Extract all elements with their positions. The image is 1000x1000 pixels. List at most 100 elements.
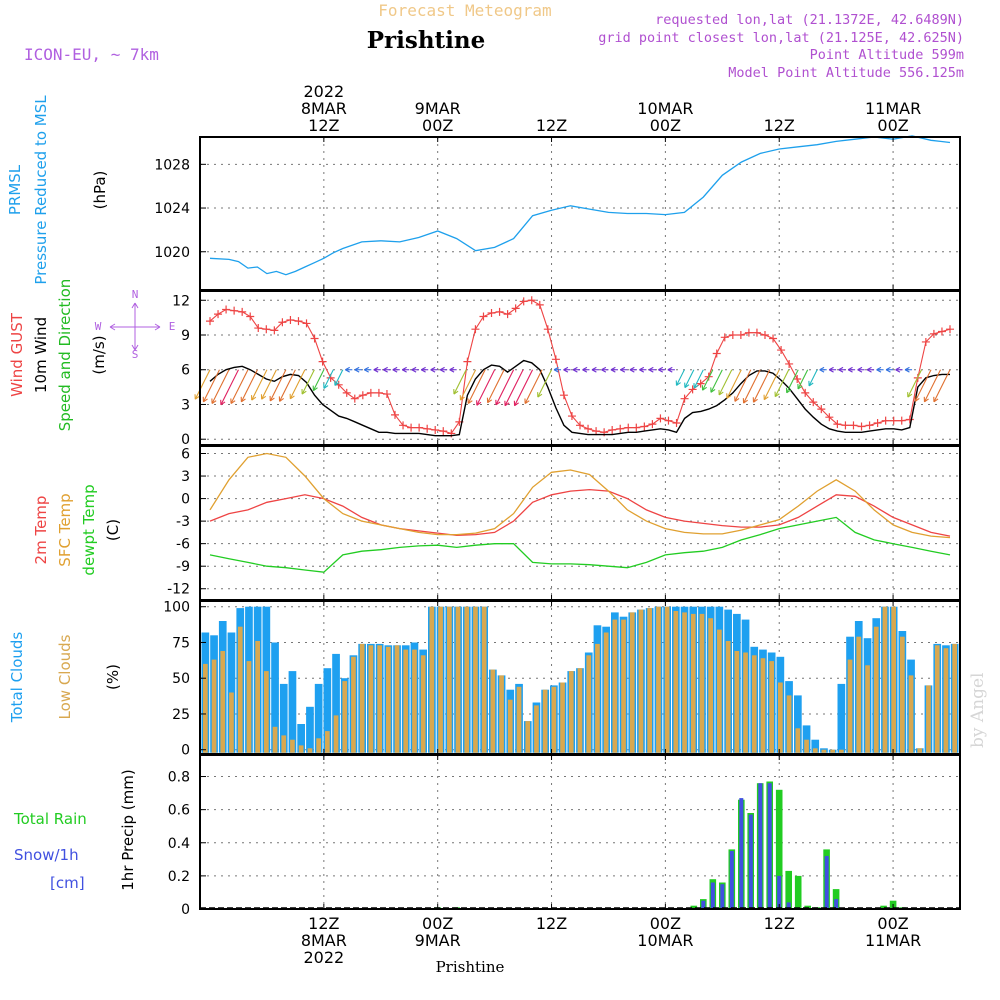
gust-marker-6 bbox=[254, 324, 263, 333]
compass-rose: N W E S bbox=[95, 288, 176, 361]
low-cloud-bar-19 bbox=[368, 645, 374, 753]
panel1-label-1: 10m Wind bbox=[32, 317, 50, 393]
low-cloud-bar-66 bbox=[778, 682, 783, 753]
wind-vector-53 bbox=[702, 369, 714, 391]
gust-marker-26 bbox=[415, 423, 424, 432]
snow-bar-4 bbox=[739, 798, 744, 909]
low-cloud-bar-57 bbox=[699, 613, 705, 753]
wind-vector-56 bbox=[726, 369, 742, 399]
gust-marker-69 bbox=[761, 331, 769, 339]
low-cloud-bar-58 bbox=[708, 618, 713, 753]
low-cloud-bar-24 bbox=[412, 649, 417, 753]
snow-bar-9 bbox=[786, 902, 791, 909]
wind-vector-head-67 bbox=[838, 366, 844, 373]
wind-vector-head-70 bbox=[866, 366, 872, 373]
snow-bar-5 bbox=[748, 814, 753, 909]
gust-marker-13 bbox=[310, 334, 319, 343]
low-cloud-bar-35 bbox=[507, 699, 513, 753]
wind-vector-36 bbox=[537, 369, 553, 398]
gust-marker-54 bbox=[640, 422, 649, 431]
snow-bar-6 bbox=[758, 783, 763, 909]
panel2-label-2: dewpt Temp bbox=[80, 484, 98, 575]
wind-vector-4 bbox=[230, 369, 249, 404]
gust-marker-72 bbox=[785, 359, 794, 368]
top-time-label-5-0: 11MAR bbox=[865, 99, 921, 118]
gust-marker-60 bbox=[688, 385, 697, 394]
low-cloud-bar-4 bbox=[237, 626, 243, 753]
wind-vector-head-35 bbox=[524, 398, 530, 404]
ytick-label-p3-1: 25 bbox=[172, 707, 190, 723]
wind-vector-78 bbox=[933, 369, 951, 403]
wind-vector-head-50 bbox=[675, 380, 681, 386]
gust-marker-42 bbox=[543, 325, 552, 334]
forecast-supertitle: Forecast Meteogram bbox=[378, 1, 551, 20]
wind-vector-head-73 bbox=[895, 366, 901, 373]
total-cloud-bar-15 bbox=[332, 653, 340, 753]
bottom-time-label-2-0: 12Z bbox=[536, 914, 567, 933]
wind-vector-head-51 bbox=[684, 382, 690, 389]
ytick-label-p3-2: 50 bbox=[172, 671, 190, 687]
snow-bar-11 bbox=[834, 899, 839, 909]
gust-marker-56 bbox=[656, 414, 665, 423]
wind-vector-10 bbox=[289, 369, 306, 400]
wind-vector-head-17 bbox=[364, 366, 369, 373]
panel3-label-0: Total Clouds bbox=[8, 632, 26, 724]
ytick-label-p2-4: 0 bbox=[181, 492, 190, 508]
gust-marker-34 bbox=[479, 312, 488, 321]
low-cloud-bar-77 bbox=[873, 626, 879, 753]
total-cloud-bar-70 bbox=[811, 739, 820, 753]
wind-vector-61 bbox=[774, 369, 790, 397]
wind-vector-head-41 bbox=[591, 366, 597, 373]
panel1-label-0: Wind GUST bbox=[8, 312, 26, 397]
wind-vector-head-53 bbox=[701, 385, 708, 391]
station-title: Prishtine bbox=[367, 27, 486, 54]
wind-vector-head-29 bbox=[467, 398, 473, 404]
gust-marker-25 bbox=[407, 423, 416, 432]
low-cloud-bar-44 bbox=[586, 655, 592, 753]
gust-marker-39 bbox=[519, 297, 528, 306]
panel1-label-3: (m/s) bbox=[90, 335, 108, 374]
gust-marker-57 bbox=[664, 416, 673, 425]
compass-cross bbox=[109, 302, 161, 351]
wind-vector-head-28 bbox=[459, 395, 465, 401]
panel-frame-0 bbox=[199, 136, 961, 291]
gust-marker-90 bbox=[929, 329, 938, 338]
wind-vector-head-58 bbox=[742, 398, 748, 404]
precip-label-cm: [cm] bbox=[50, 874, 85, 892]
gust-marker-51 bbox=[616, 424, 625, 433]
low-cloud-bar-12 bbox=[307, 748, 313, 753]
wind-vector-head-23 bbox=[420, 366, 426, 373]
model-altitude: Model Point Altitude 556.125m bbox=[728, 65, 964, 81]
gust-marker-2 bbox=[222, 305, 231, 314]
wind-vector-head-55 bbox=[718, 389, 724, 396]
gust-marker-8 bbox=[270, 326, 279, 335]
wind-vector-head-45 bbox=[629, 366, 635, 373]
panel2-label-0: 2m Temp bbox=[32, 496, 50, 565]
wind-vector-head-14 bbox=[334, 380, 340, 386]
wind-vector-head-2 bbox=[211, 398, 217, 404]
low-cloud-bar-70 bbox=[812, 748, 818, 753]
ytick-label-p1-1: 3 bbox=[181, 397, 190, 413]
low-cloud-bar-73 bbox=[839, 749, 844, 753]
wind-vector-52 bbox=[693, 369, 704, 389]
panel3-label-2: (%) bbox=[104, 664, 122, 690]
ytick-label-p0-1: 1024 bbox=[154, 201, 190, 217]
low-cloud-bar-85 bbox=[943, 648, 949, 753]
wind-vector-30 bbox=[476, 369, 496, 406]
wind-vector-head-71 bbox=[876, 366, 882, 373]
gust-marker-65 bbox=[728, 331, 737, 339]
ytick-label-p1-2: 6 bbox=[181, 363, 190, 379]
gust-marker-63 bbox=[712, 349, 721, 358]
low-cloud-bar-8 bbox=[272, 726, 278, 753]
low-cloud-bar-11 bbox=[298, 745, 304, 753]
rain-bar-17 bbox=[832, 889, 840, 909]
wind-vector-1 bbox=[202, 369, 220, 403]
wind-vector-3 bbox=[220, 369, 239, 406]
gust-marker-47 bbox=[584, 424, 593, 433]
low-cloud-bar-78 bbox=[882, 606, 888, 753]
wind-vector-head-30 bbox=[476, 400, 482, 406]
ytick-label-p1-0: 0 bbox=[181, 432, 190, 448]
low-cloud-bar-6 bbox=[255, 641, 260, 753]
bottom-time-label-4-0: 12Z bbox=[764, 914, 795, 933]
gust-marker-76 bbox=[817, 405, 826, 414]
